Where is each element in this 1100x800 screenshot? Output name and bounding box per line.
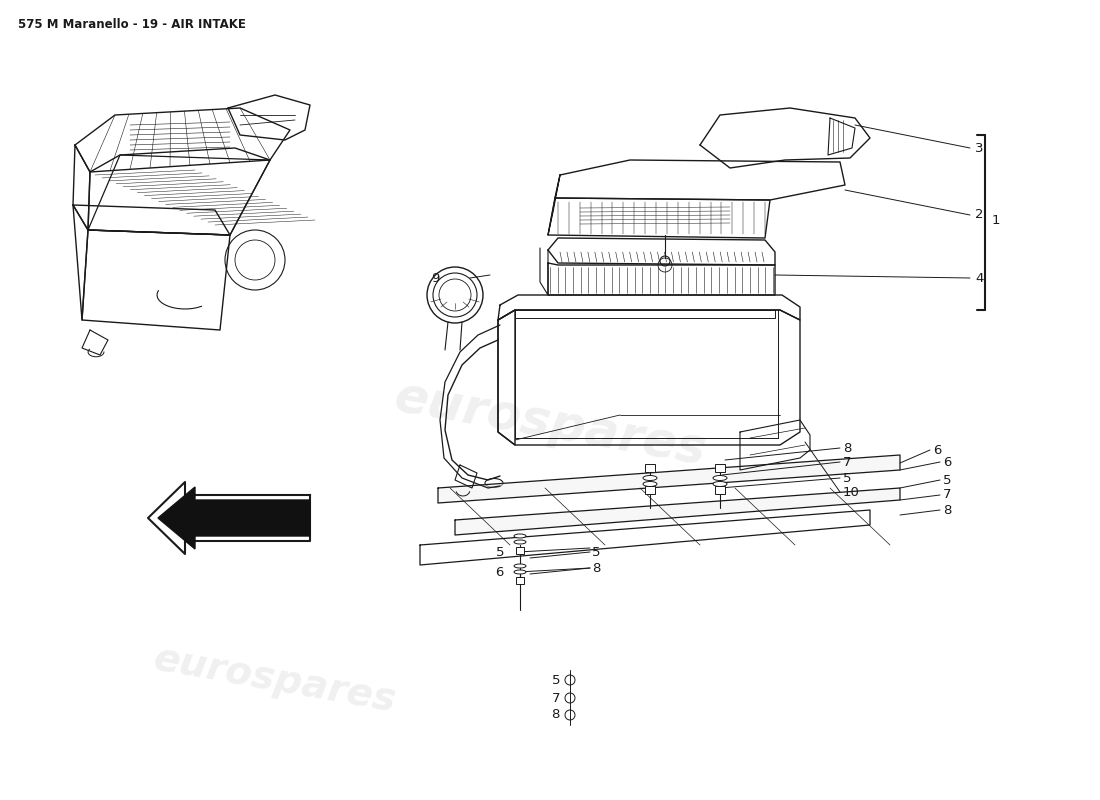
Text: 6: 6 <box>943 455 951 469</box>
Text: 10: 10 <box>843 486 860 498</box>
Ellipse shape <box>514 534 526 538</box>
Text: 5: 5 <box>843 471 851 485</box>
Bar <box>516 577 524 584</box>
Polygon shape <box>148 482 310 554</box>
Bar <box>645 464 654 472</box>
Text: 8: 8 <box>592 562 601 574</box>
Text: 2: 2 <box>975 209 983 222</box>
Ellipse shape <box>514 570 526 574</box>
Text: 5: 5 <box>592 546 601 558</box>
Text: 1: 1 <box>992 214 1001 226</box>
Text: eurospares: eurospares <box>390 373 710 475</box>
Text: 575 M Maranello - 19 - AIR INTAKE: 575 M Maranello - 19 - AIR INTAKE <box>18 18 246 31</box>
Ellipse shape <box>644 482 657 486</box>
Text: eurospares: eurospares <box>151 640 399 720</box>
Text: 3: 3 <box>975 142 983 154</box>
Text: 8: 8 <box>843 442 851 454</box>
Ellipse shape <box>644 475 657 481</box>
Bar <box>645 486 654 494</box>
Text: 6: 6 <box>933 443 942 457</box>
Text: 5: 5 <box>943 474 951 486</box>
Text: 8: 8 <box>551 709 560 722</box>
Text: 5: 5 <box>551 674 560 686</box>
Bar <box>715 486 725 494</box>
Polygon shape <box>438 455 900 503</box>
Ellipse shape <box>514 564 526 568</box>
Text: 6: 6 <box>496 566 504 578</box>
Text: 9: 9 <box>431 271 440 285</box>
Text: 7: 7 <box>943 489 951 502</box>
Text: 7: 7 <box>551 691 560 705</box>
Bar <box>516 547 524 554</box>
Text: 7: 7 <box>843 455 851 469</box>
Text: 4: 4 <box>975 271 983 285</box>
Ellipse shape <box>713 475 727 481</box>
Ellipse shape <box>713 482 727 486</box>
Polygon shape <box>158 487 310 549</box>
Bar <box>715 464 725 472</box>
Text: 8: 8 <box>943 503 951 517</box>
Text: 5: 5 <box>495 546 504 558</box>
Ellipse shape <box>514 540 526 544</box>
Polygon shape <box>455 488 900 535</box>
